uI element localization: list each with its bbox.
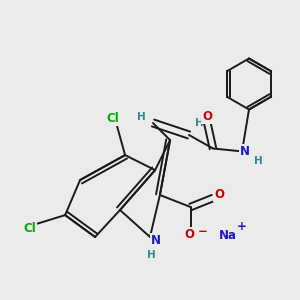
Text: H: H xyxy=(195,118,204,128)
Text: Cl: Cl xyxy=(24,221,36,235)
Text: H: H xyxy=(136,112,146,122)
Text: H: H xyxy=(147,250,156,260)
Text: N: N xyxy=(239,145,250,158)
Text: +: + xyxy=(237,220,246,233)
Text: Cl: Cl xyxy=(106,112,119,125)
Text: O: O xyxy=(214,188,224,202)
Text: O: O xyxy=(202,110,212,124)
Text: O: O xyxy=(184,227,194,241)
Text: −: − xyxy=(198,224,207,238)
Text: Na: Na xyxy=(219,229,237,242)
Text: H: H xyxy=(254,155,262,166)
Text: N: N xyxy=(151,233,161,247)
